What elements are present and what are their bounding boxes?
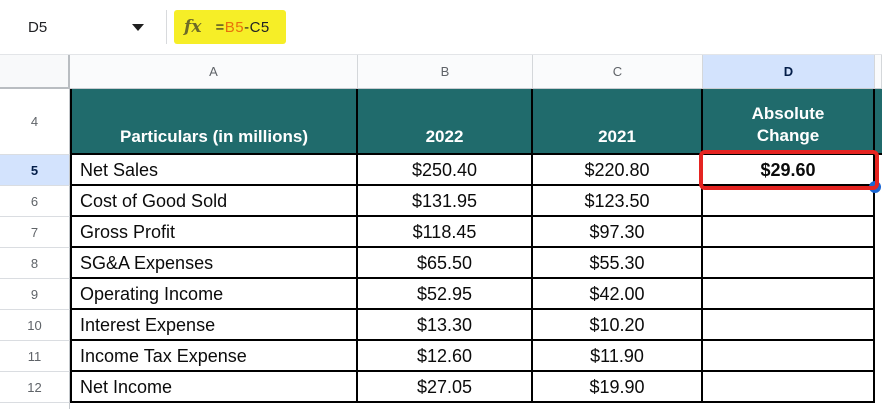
formula-ref-b5: B5: [224, 18, 245, 36]
column-header-d[interactable]: D: [703, 55, 875, 89]
cell-e4-sliver[interactable]: [875, 89, 882, 155]
absolute-change-label: Absolute Change: [751, 103, 825, 145]
cell-e7-sliver[interactable]: [875, 217, 882, 248]
cell-b12[interactable]: $27.05: [358, 372, 533, 403]
cell-c6[interactable]: $123.50: [533, 186, 703, 217]
formula-equals: =: [215, 18, 225, 36]
cell-b4-year-2022-header[interactable]: 2022: [358, 89, 533, 155]
cell-b11[interactable]: $12.60: [358, 341, 533, 372]
row-header-6[interactable]: 6: [0, 186, 70, 217]
cell-d10[interactable]: [703, 310, 875, 341]
cell-b7[interactable]: $118.45: [358, 217, 533, 248]
cell-b9[interactable]: $52.95: [358, 279, 533, 310]
formula-toolbar: D5 fx =B5-C5: [0, 0, 882, 55]
name-box[interactable]: D5: [0, 0, 166, 54]
cell-c5[interactable]: $220.80: [533, 155, 703, 186]
toolbar-divider: [166, 10, 167, 44]
cell-a4-particulars-header[interactable]: Particulars (in millions): [70, 89, 358, 155]
cell-b8[interactable]: $65.50: [358, 248, 533, 279]
column-header-c[interactable]: C: [533, 55, 703, 89]
selection-fill-handle[interactable]: [869, 181, 881, 193]
cell-d4-absolute-change-header[interactable]: Absolute Change: [703, 89, 875, 155]
cell-e12-sliver[interactable]: [875, 372, 882, 403]
formula-highlight: fx =B5-C5: [174, 10, 286, 44]
row-header-10[interactable]: 10: [0, 310, 70, 341]
row-header-11[interactable]: 11: [0, 341, 70, 372]
row-header-7[interactable]: 7: [0, 217, 70, 248]
cell-e6-sliver[interactable]: [875, 186, 882, 217]
cell-c10[interactable]: $10.20: [533, 310, 703, 341]
cell-a10[interactable]: Interest Expense: [70, 310, 358, 341]
cell-a12[interactable]: Net Income: [70, 372, 358, 403]
cell-e11-sliver[interactable]: [875, 341, 882, 372]
cell-b5[interactable]: $250.40: [358, 155, 533, 186]
column-header-b[interactable]: B: [358, 55, 533, 89]
formula-input[interactable]: =B5-C5: [215, 19, 269, 36]
cell-e10-sliver[interactable]: [875, 310, 882, 341]
cell-c7[interactable]: $97.30: [533, 217, 703, 248]
cell-d9[interactable]: [703, 279, 875, 310]
cell-c4-year-2021-header[interactable]: 2021: [533, 89, 703, 155]
row-header-4[interactable]: 4: [0, 89, 70, 155]
row-header-5[interactable]: 5: [0, 155, 70, 186]
spreadsheet-grid: A B C D 4 Particulars (in millions) 2022…: [0, 55, 882, 409]
cell-d8[interactable]: [703, 248, 875, 279]
row-header-12[interactable]: 12: [0, 372, 70, 403]
cell-a5[interactable]: Net Sales: [70, 155, 358, 186]
cell-d7[interactable]: [703, 217, 875, 248]
chevron-down-icon[interactable]: [132, 23, 144, 31]
cell-a11[interactable]: Income Tax Expense: [70, 341, 358, 372]
formula-rest: -C5: [244, 18, 270, 36]
cell-e9-sliver[interactable]: [875, 279, 882, 310]
cell-b6[interactable]: $131.95: [358, 186, 533, 217]
column-header-a[interactable]: A: [70, 55, 358, 89]
cell-c8[interactable]: $55.30: [533, 248, 703, 279]
cell-c11[interactable]: $11.90: [533, 341, 703, 372]
row-header-13-partial: [0, 403, 70, 409]
cell-a7[interactable]: Gross Profit: [70, 217, 358, 248]
row-13-partial: [70, 403, 882, 409]
cell-c12[interactable]: $19.90: [533, 372, 703, 403]
cell-a9[interactable]: Operating Income: [70, 279, 358, 310]
select-all-corner[interactable]: [0, 55, 70, 89]
row-header-9[interactable]: 9: [0, 279, 70, 310]
name-box-value: D5: [28, 18, 48, 36]
row-header-8[interactable]: 8: [0, 248, 70, 279]
cell-a6[interactable]: Cost of Good Sold: [70, 186, 358, 217]
cell-a8[interactable]: SG&A Expenses: [70, 248, 358, 279]
column-header-e-sliver[interactable]: [875, 55, 882, 89]
cell-e8-sliver[interactable]: [875, 248, 882, 279]
fx-icon: fx: [184, 17, 202, 37]
cell-b10[interactable]: $13.30: [358, 310, 533, 341]
cell-c9[interactable]: $42.00: [533, 279, 703, 310]
cell-d12[interactable]: [703, 372, 875, 403]
cell-d6[interactable]: [703, 186, 875, 217]
cell-d5-active[interactable]: $29.60: [703, 155, 875, 186]
cell-d11[interactable]: [703, 341, 875, 372]
